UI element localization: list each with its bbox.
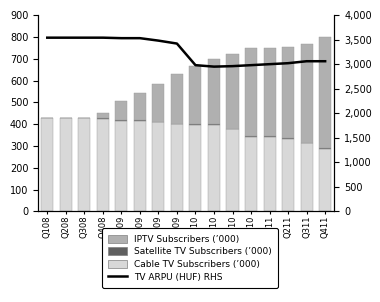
Bar <box>134 121 146 211</box>
Bar <box>245 136 257 137</box>
Bar <box>190 66 201 124</box>
Bar <box>264 137 276 211</box>
Bar <box>97 114 109 118</box>
Bar <box>60 117 72 118</box>
Bar <box>116 120 127 121</box>
Bar <box>301 44 313 143</box>
Bar <box>152 84 165 121</box>
Bar <box>245 49 257 136</box>
Legend: IPTV Subscribers (’000), Satellite TV Subscribers (’000), Cable TV Subscribers (: IPTV Subscribers (’000), Satellite TV Su… <box>102 228 278 288</box>
Bar <box>41 118 53 211</box>
Bar <box>171 74 183 124</box>
Bar <box>208 59 220 124</box>
Bar <box>301 143 313 211</box>
Bar <box>319 37 331 148</box>
Bar <box>41 117 53 118</box>
Bar <box>264 49 276 136</box>
Bar <box>190 125 201 211</box>
Bar <box>264 136 276 137</box>
Bar <box>116 121 127 211</box>
Bar <box>78 118 90 211</box>
Bar <box>226 54 239 129</box>
Bar <box>152 121 165 122</box>
Bar <box>208 124 220 125</box>
Bar <box>282 138 294 139</box>
Bar <box>97 119 109 211</box>
Bar <box>134 120 146 121</box>
Bar <box>116 101 127 120</box>
Bar <box>319 148 331 149</box>
Bar <box>245 137 257 211</box>
Bar <box>319 149 331 211</box>
Bar <box>134 92 146 120</box>
Bar <box>282 139 294 211</box>
Bar <box>208 125 220 211</box>
Bar <box>190 124 201 125</box>
Bar <box>152 122 165 211</box>
Bar <box>282 47 294 138</box>
Bar <box>97 118 109 119</box>
Bar <box>171 124 183 211</box>
Bar <box>226 129 239 211</box>
Bar <box>60 118 72 211</box>
